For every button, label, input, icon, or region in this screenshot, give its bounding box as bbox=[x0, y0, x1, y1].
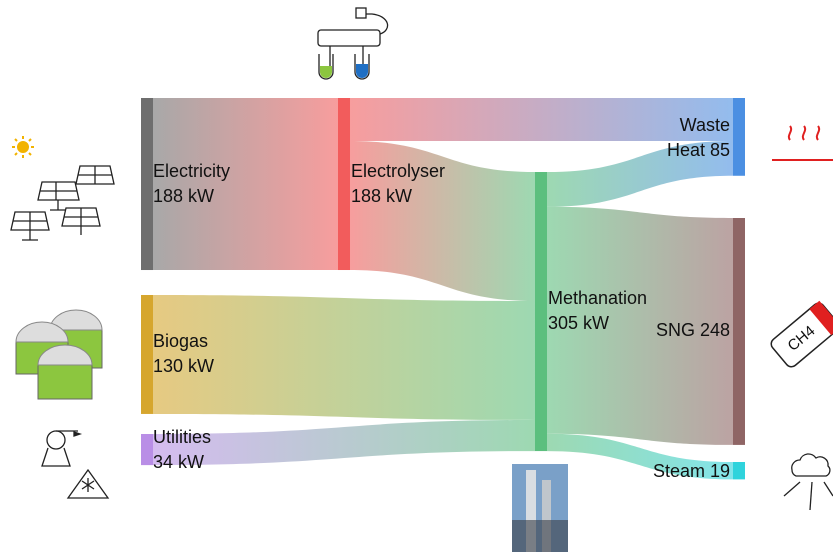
link bbox=[547, 433, 733, 480]
node-label: Waste bbox=[680, 115, 730, 135]
node-label: Heat 85 bbox=[667, 140, 730, 160]
node bbox=[733, 218, 745, 445]
link bbox=[350, 98, 733, 142]
link bbox=[547, 206, 733, 445]
node-label: 188 kW bbox=[351, 186, 412, 206]
node-label: Electricity bbox=[153, 161, 230, 181]
link bbox=[153, 419, 535, 466]
node-label: Biogas bbox=[153, 331, 208, 351]
node bbox=[141, 98, 153, 271]
utilities-icon bbox=[41, 430, 110, 499]
node-label: Electrolyser bbox=[351, 161, 445, 181]
nodes bbox=[141, 98, 745, 480]
labels: Electricity 188 kW Electrolyser 188 kW Bioga… bbox=[153, 115, 730, 481]
ch4-icon: CH4 bbox=[770, 300, 833, 368]
node bbox=[733, 462, 745, 480]
reactor-photo bbox=[512, 464, 568, 552]
node-label: 305 kW bbox=[548, 313, 609, 333]
node-label: Utilities bbox=[153, 427, 211, 447]
link bbox=[547, 141, 733, 207]
node-label: Methanation bbox=[548, 288, 647, 308]
node bbox=[141, 295, 153, 414]
node bbox=[141, 434, 153, 466]
node bbox=[733, 98, 745, 176]
node-label: 34 kW bbox=[153, 452, 204, 472]
sun-icon bbox=[12, 136, 34, 158]
link bbox=[350, 141, 535, 302]
node-label: Steam 19 bbox=[653, 461, 730, 481]
node-label: SNG 248 bbox=[656, 320, 730, 340]
electrolyser-icon bbox=[317, 7, 389, 80]
node bbox=[338, 98, 350, 271]
solar-panel-icons bbox=[10, 165, 115, 241]
node-label: 188 kW bbox=[153, 186, 214, 206]
node-label: 130 kW bbox=[153, 356, 214, 376]
links bbox=[153, 98, 733, 480]
biogas-icon bbox=[15, 309, 103, 400]
node bbox=[535, 172, 547, 452]
heat-icon bbox=[772, 125, 833, 161]
link bbox=[153, 295, 535, 420]
steam-icon bbox=[783, 453, 833, 511]
link bbox=[153, 98, 338, 271]
